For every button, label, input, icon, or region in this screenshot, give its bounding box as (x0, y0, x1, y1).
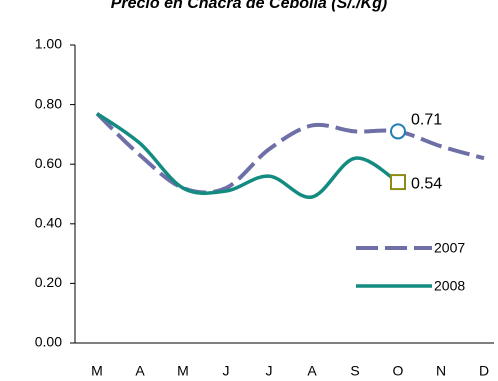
chart-title: Precio en Chacra de Cebolla (S/./Kg) (111, 0, 388, 12)
y-tick-label: 0.60 (35, 155, 62, 171)
point-marker (390, 123, 406, 140)
y-tick-label: 0.40 (35, 215, 62, 231)
x-tick-label: O (393, 363, 404, 379)
x-tick-label: D (479, 363, 489, 379)
value-label: 0.71 (411, 112, 442, 129)
point-marker (390, 174, 406, 191)
y-tick-label: 0.80 (35, 95, 62, 111)
x-tick-label: N (436, 363, 446, 379)
y-tick-label: 0.20 (35, 274, 62, 290)
series-line (95, 112, 485, 195)
x-tick-label: M (91, 363, 103, 379)
x-tick-label: M (177, 363, 189, 379)
y-tick-label: 1.00 (35, 36, 62, 52)
x-tick-label: J (223, 363, 230, 379)
x-tick-label: A (135, 363, 145, 379)
legend-label: 2008 (434, 278, 465, 294)
x-tick-label: J (266, 363, 273, 379)
value-label: 0.54 (411, 175, 442, 192)
series-line (96, 112, 399, 199)
legend-label: 2007 (434, 240, 465, 256)
x-tick-label: A (307, 363, 317, 379)
y-tick-label: 0.00 (35, 334, 62, 350)
x-tick-label: S (350, 363, 359, 379)
